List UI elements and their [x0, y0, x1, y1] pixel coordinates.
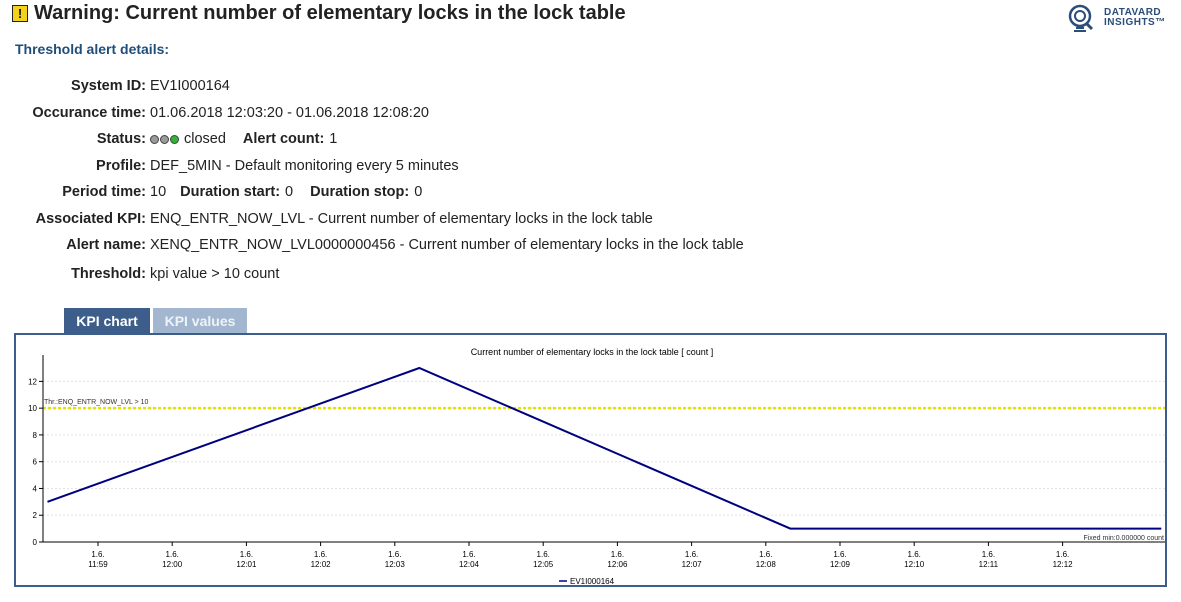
x-tick-time-label: 11:59	[88, 560, 108, 569]
alert-name-value: XENQ_ENTR_NOW_LVL0000000456 - Current nu…	[150, 237, 744, 253]
tab-kpi-values[interactable]: KPI values	[153, 308, 247, 333]
x-tick-date-label: 1.6.	[166, 550, 179, 559]
x-tick-date-label: 1.6.	[314, 550, 327, 559]
x-tick-time-label: 12:03	[385, 560, 406, 569]
legend-label: EV1I000164	[570, 577, 615, 585]
x-tick-time-label: 12:04	[459, 560, 480, 569]
duration-start-value: 0	[285, 184, 294, 200]
kpi-line-chart: Current number of elementary locks in th…	[28, 347, 1165, 586]
x-tick-date-label: 1.6.	[685, 550, 698, 559]
y-tick-label: 10	[28, 404, 37, 413]
status-label: Status:	[96, 131, 146, 147]
duration-start-label: Duration start:	[180, 184, 281, 200]
detail-associated-kpi: Associated KPI: ENQ_ENTR_NOW_LVL - Curre…	[0, 210, 653, 228]
period-time-value: 10	[150, 184, 167, 200]
section-subtitle: Threshold alert details:	[15, 41, 170, 57]
chart-title: Current number of elementary locks in th…	[471, 347, 714, 357]
detail-system-id: System ID: EV1I000164	[0, 77, 230, 95]
threshold-label: Threshold:	[71, 266, 146, 282]
x-tick-date-label: 1.6.	[611, 550, 624, 559]
threshold-line-label: Thr.:ENQ_ENTR_NOW_LVL > 10	[44, 399, 149, 406]
datavard-logo-icon	[1068, 4, 1094, 32]
system-id-label: System ID:	[71, 78, 146, 94]
system-id-value: EV1I000164	[150, 78, 230, 94]
alert-count-label: Alert count:	[242, 131, 325, 147]
status-light-2	[160, 134, 169, 144]
associated-kpi-value: ENQ_ENTR_NOW_LVL - Current number of ele…	[150, 211, 653, 227]
datavard-logo: DATAVARD INSIGHTS™	[1066, 3, 1166, 33]
chart-legend: EV1I000164	[559, 577, 615, 586]
x-tick-time-label: 12:10	[904, 560, 925, 569]
x-tick-time-label: 12:06	[607, 560, 628, 569]
status-value: closed	[184, 131, 226, 147]
x-tick-time-label: 12:09	[830, 560, 851, 569]
chart-series	[47, 366, 1162, 530]
y-tick-label: 2	[33, 511, 38, 520]
occurance-time-label: Occurance time:	[32, 105, 146, 121]
threshold-value: kpi value > 10 count	[150, 266, 280, 282]
x-tick-date-label: 1.6.	[982, 550, 995, 559]
detail-profile: Profile: DEF_5MIN - Default monitoring e…	[0, 157, 459, 175]
alert-name-label: Alert name:	[66, 237, 146, 253]
x-tick-time-label: 12:07	[682, 560, 703, 569]
page-title: Warning: Current number of elementary lo…	[34, 2, 626, 24]
status-traffic-light-icon	[150, 134, 180, 144]
alert-count-value: 1	[329, 131, 338, 147]
chart-threshold: Thr.:ENQ_ENTR_NOW_LVL > 10	[43, 399, 1165, 410]
status-light-3	[170, 134, 179, 144]
x-tick-date-label: 1.6.	[1056, 550, 1069, 559]
x-tick-date-label: 1.6.	[388, 550, 401, 559]
y-tick-label: 12	[28, 377, 37, 386]
series-line	[47, 366, 1162, 530]
y-tick-label: 6	[33, 458, 38, 467]
x-tick-time-label: 12:11	[979, 560, 999, 569]
x-tick-date-label: 1.6.	[759, 550, 772, 559]
detail-status: Status: closed Alert count: 1	[0, 130, 338, 148]
detail-alert-name: Alert name: XENQ_ENTR_NOW_LVL0000000456 …	[0, 236, 744, 254]
x-tick-date-label: 1.6.	[833, 550, 846, 559]
duration-stop-label: Duration stop:	[310, 184, 410, 200]
x-tick-time-label: 12:05	[533, 560, 554, 569]
occurance-time-value: 01.06.2018 12:03:20 - 01.06.2018 12:08:2…	[150, 105, 429, 121]
logo-line-2: INSIGHTS™	[1104, 17, 1166, 28]
x-tick-date-label: 1.6.	[91, 550, 104, 559]
status-light-1	[150, 134, 159, 144]
kpi-chart-panel: Current number of elementary locks in th…	[14, 333, 1167, 587]
x-tick-time-label: 12:08	[756, 560, 777, 569]
title-row: ! Warning: Current number of elementary …	[12, 2, 626, 25]
y-tick-label: 0	[33, 538, 38, 547]
detail-occurance-time: Occurance time: 01.06.2018 12:03:20 - 01…	[0, 104, 429, 122]
associated-kpi-label: Associated KPI:	[35, 211, 146, 227]
x-tick-time-label: 12:01	[236, 560, 257, 569]
tab-kpi-chart[interactable]: KPI chart	[64, 308, 150, 333]
x-tick-date-label: 1.6.	[908, 550, 921, 559]
x-tick-time-label: 12:00	[162, 560, 183, 569]
x-tick-time-label: 12:12	[1053, 560, 1074, 569]
y-tick-label: 8	[33, 431, 38, 440]
x-tick-time-label: 12:02	[311, 560, 332, 569]
detail-period: Period time: 10 Duration start: 0 Durati…	[0, 183, 422, 201]
fixed-min-annotation: Fixed min:0.000000 count	[1083, 535, 1164, 542]
detail-threshold: Threshold: kpi value > 10 count	[0, 265, 279, 283]
y-tick-label: 4	[33, 484, 38, 493]
x-tick-date-label: 1.6.	[462, 550, 475, 559]
x-tick-date-label: 1.6.	[537, 550, 550, 559]
x-tick-date-label: 1.6.	[240, 550, 253, 559]
period-time-label: Period time:	[62, 184, 146, 200]
duration-stop-value: 0	[414, 184, 423, 200]
profile-value: DEF_5MIN - Default monitoring every 5 mi…	[150, 158, 459, 174]
warning-icon: !	[12, 5, 28, 22]
logo-line-1: DATAVARD	[1104, 7, 1162, 18]
profile-label: Profile:	[96, 158, 146, 174]
chart-axes: 0246810121.6.11:591.6.12:001.6.12:011.6.…	[28, 355, 1165, 569]
